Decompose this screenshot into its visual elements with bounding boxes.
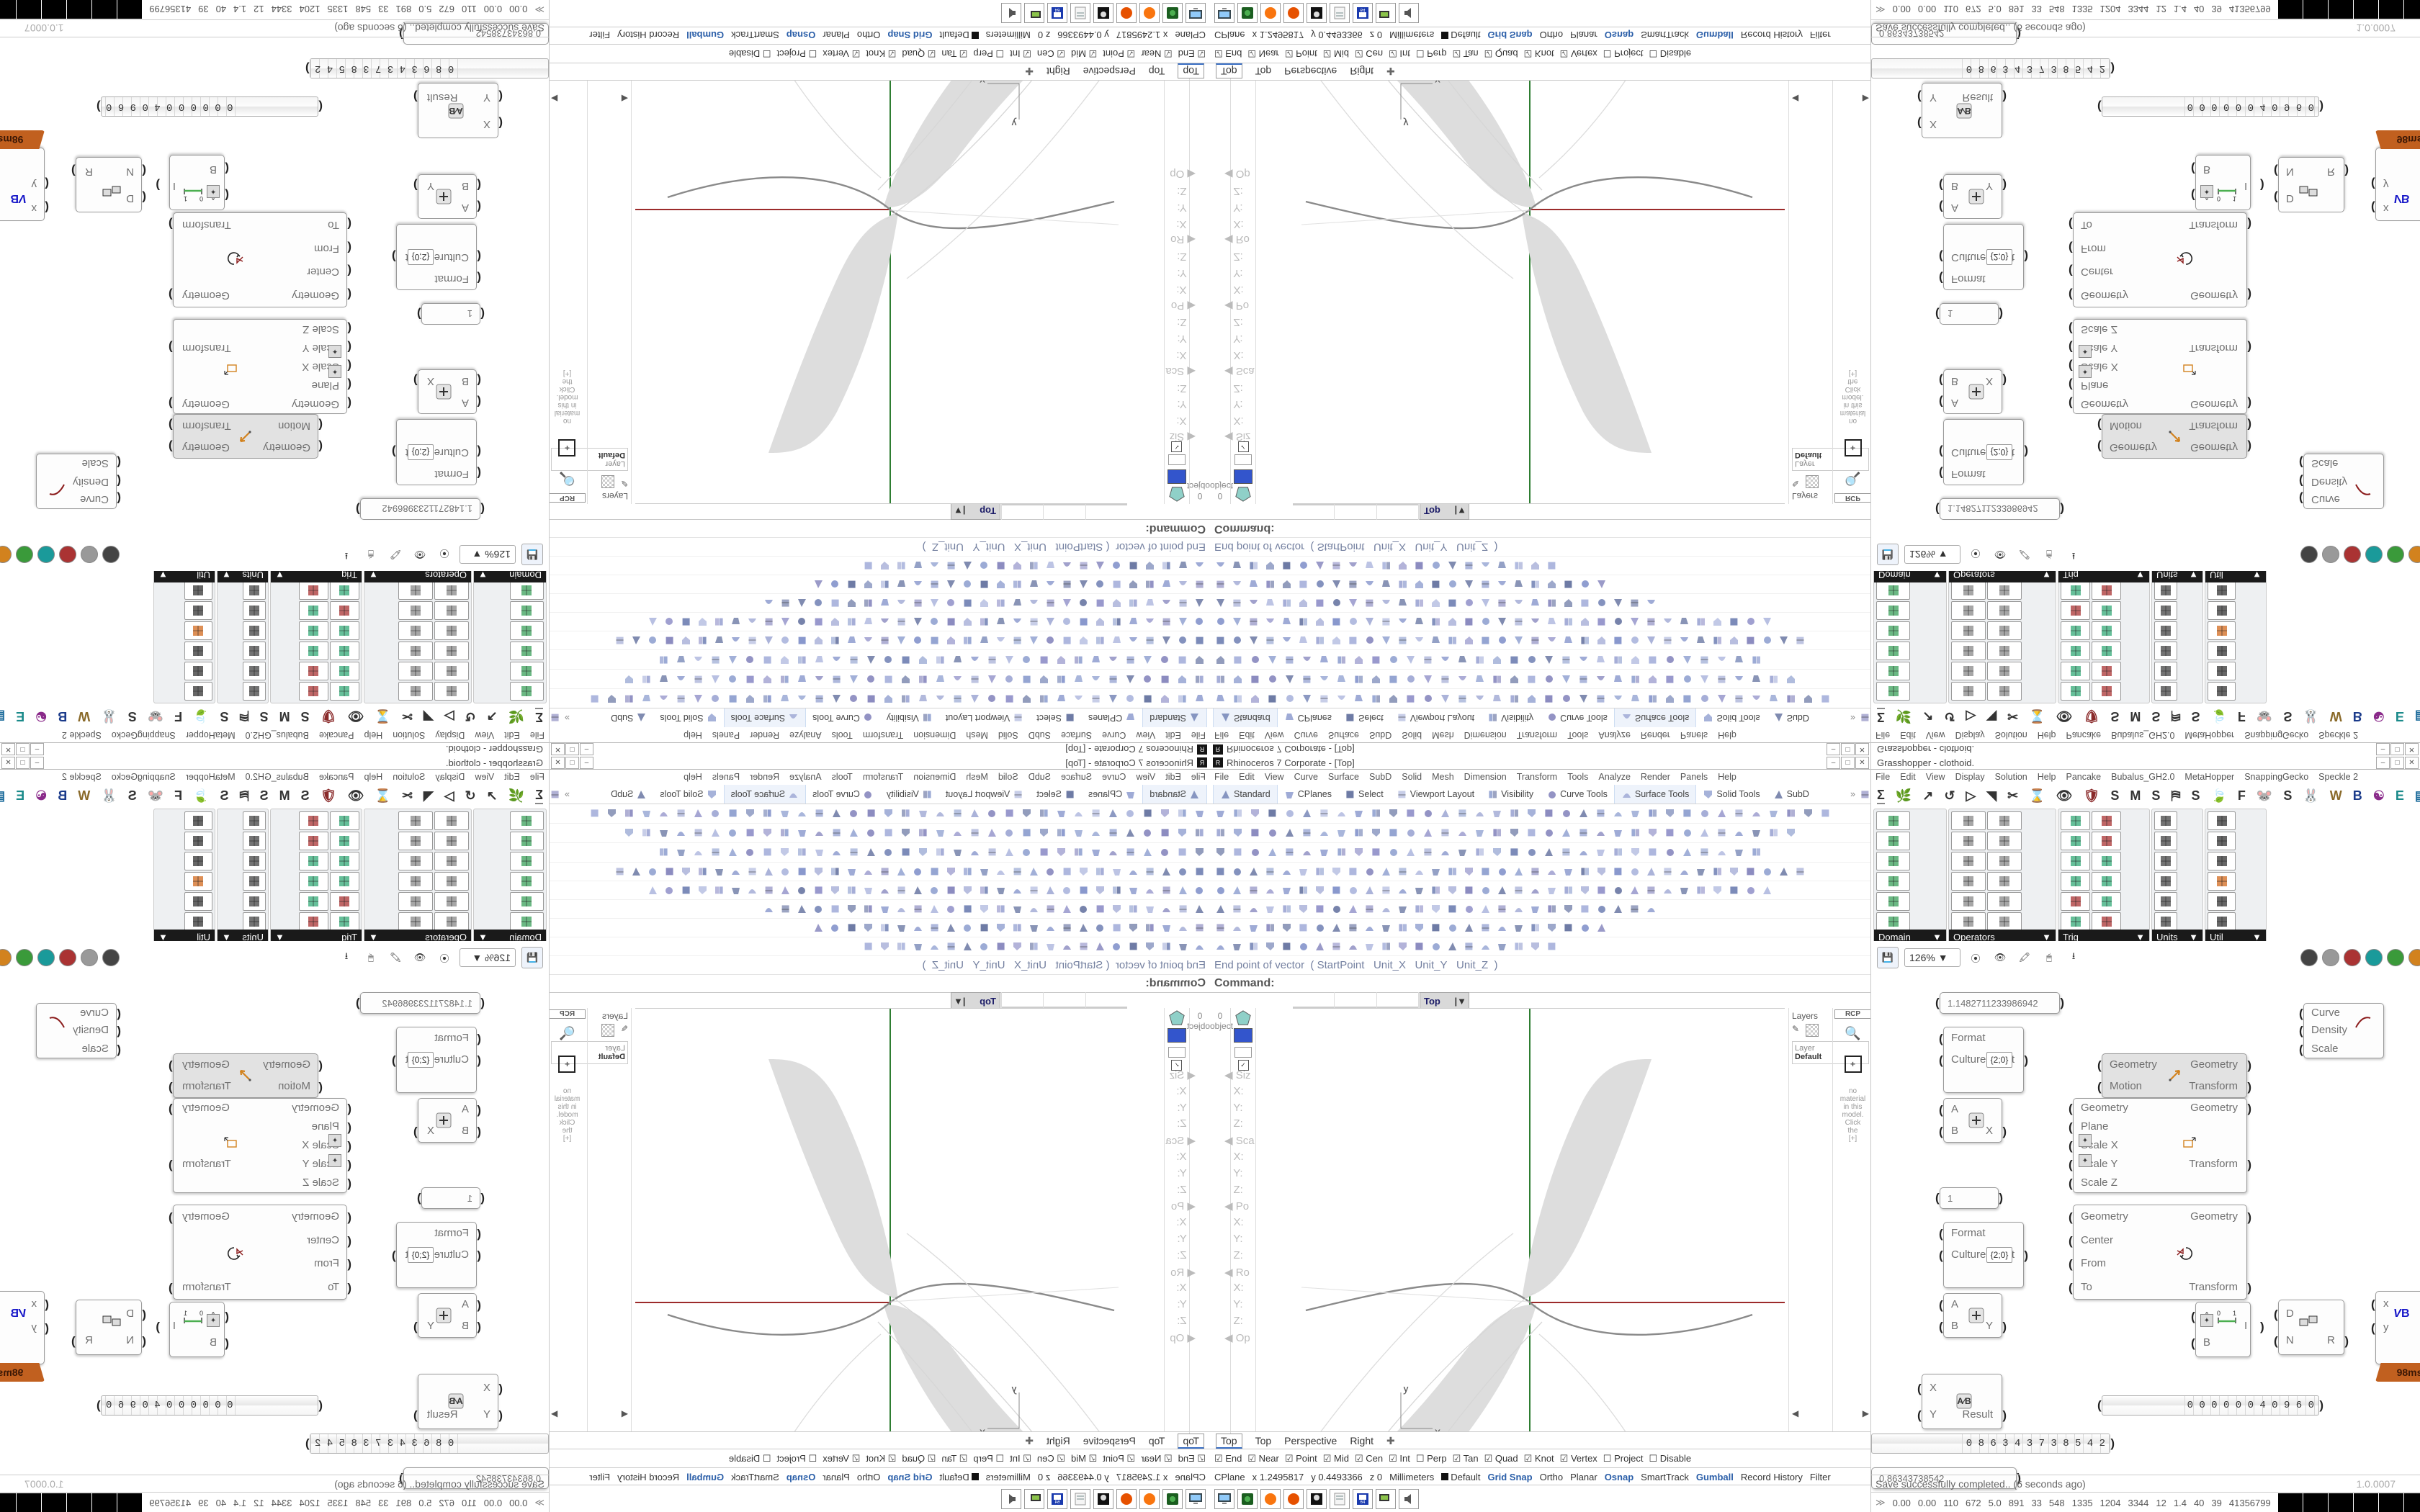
svg-text:1: 1 xyxy=(2233,1310,2236,1317)
svg-text:B: B xyxy=(10,192,19,204)
svg-text:B: B xyxy=(10,1308,19,1320)
svg-text:y: y xyxy=(1011,117,1017,125)
svg-text:64: 64 xyxy=(1361,7,1366,12)
svg-text:x: x xyxy=(980,80,985,86)
svg-text:y: y xyxy=(1403,117,1409,125)
svg-text:64: 64 xyxy=(1361,1500,1366,1505)
svg-text:B: B xyxy=(2401,192,2410,204)
svg-text:0: 0 xyxy=(200,1310,203,1317)
svg-text:B: B xyxy=(2401,1308,2410,1320)
svg-text:0: 0 xyxy=(200,195,203,202)
svg-text:R: R xyxy=(1216,746,1220,753)
svg-text:y: y xyxy=(1011,1387,1017,1395)
svg-text:A⁄B: A⁄B xyxy=(449,1396,463,1406)
svg-text:x: x xyxy=(1435,80,1440,86)
svg-text:A⁄B: A⁄B xyxy=(1957,106,1971,116)
svg-text:A⁄B: A⁄B xyxy=(1957,1396,1971,1406)
svg-text:64: 64 xyxy=(1054,1500,1059,1505)
svg-text:1: 1 xyxy=(184,1310,187,1317)
svg-text:0: 0 xyxy=(2217,195,2220,202)
svg-text:64: 64 xyxy=(1054,7,1059,12)
svg-text:0: 0 xyxy=(2217,1310,2220,1317)
svg-text:1: 1 xyxy=(184,195,187,202)
svg-text:R: R xyxy=(1200,746,1204,753)
svg-text:1: 1 xyxy=(2233,195,2236,202)
svg-text:R: R xyxy=(1200,760,1204,767)
svg-text:V: V xyxy=(18,1308,27,1320)
svg-text:R: R xyxy=(1216,760,1220,767)
svg-text:y: y xyxy=(1403,1387,1409,1395)
svg-text:V: V xyxy=(18,192,27,204)
svg-text:A⁄B: A⁄B xyxy=(449,106,463,116)
